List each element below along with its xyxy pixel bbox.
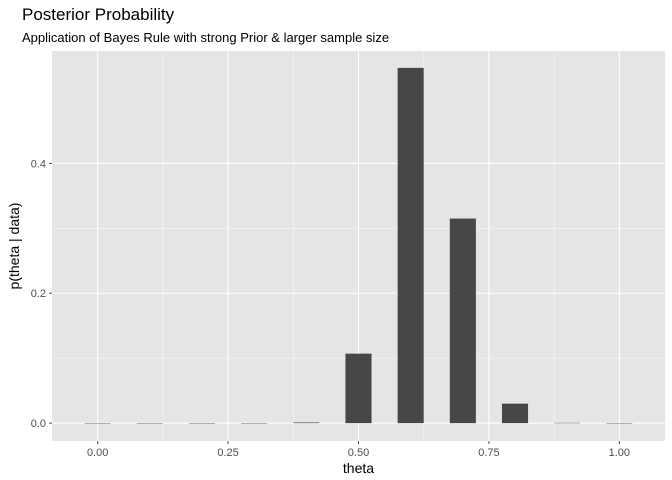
y-axis: 0.0 0.2 0.4	[31, 158, 52, 430]
x-tick-label: 0.00	[87, 447, 108, 459]
y-tick-label: 0.0	[31, 418, 46, 430]
x-tick-label: 0.75	[478, 447, 499, 459]
bar	[345, 353, 372, 424]
bar	[397, 67, 424, 424]
x-axis-title: theta	[343, 460, 374, 476]
bar	[501, 403, 529, 424]
bar	[293, 422, 320, 424]
y-tick-label: 0.4	[31, 158, 46, 170]
x-tick-label: 1.00	[609, 447, 630, 459]
x-axis: 0.00 0.25 0.50 0.75 1.00	[87, 441, 630, 459]
x-tick-label: 0.25	[217, 447, 238, 459]
y-axis-title: p(theta | data)	[6, 203, 22, 290]
y-tick-label: 0.2	[31, 288, 46, 300]
bars	[84, 67, 633, 424]
bar	[449, 218, 476, 424]
chart-subtitle: Application of Bayes Rule with strong Pr…	[22, 30, 389, 45]
x-tick-label: 0.50	[348, 447, 369, 459]
chart-title: Posterior Probability	[22, 5, 175, 24]
